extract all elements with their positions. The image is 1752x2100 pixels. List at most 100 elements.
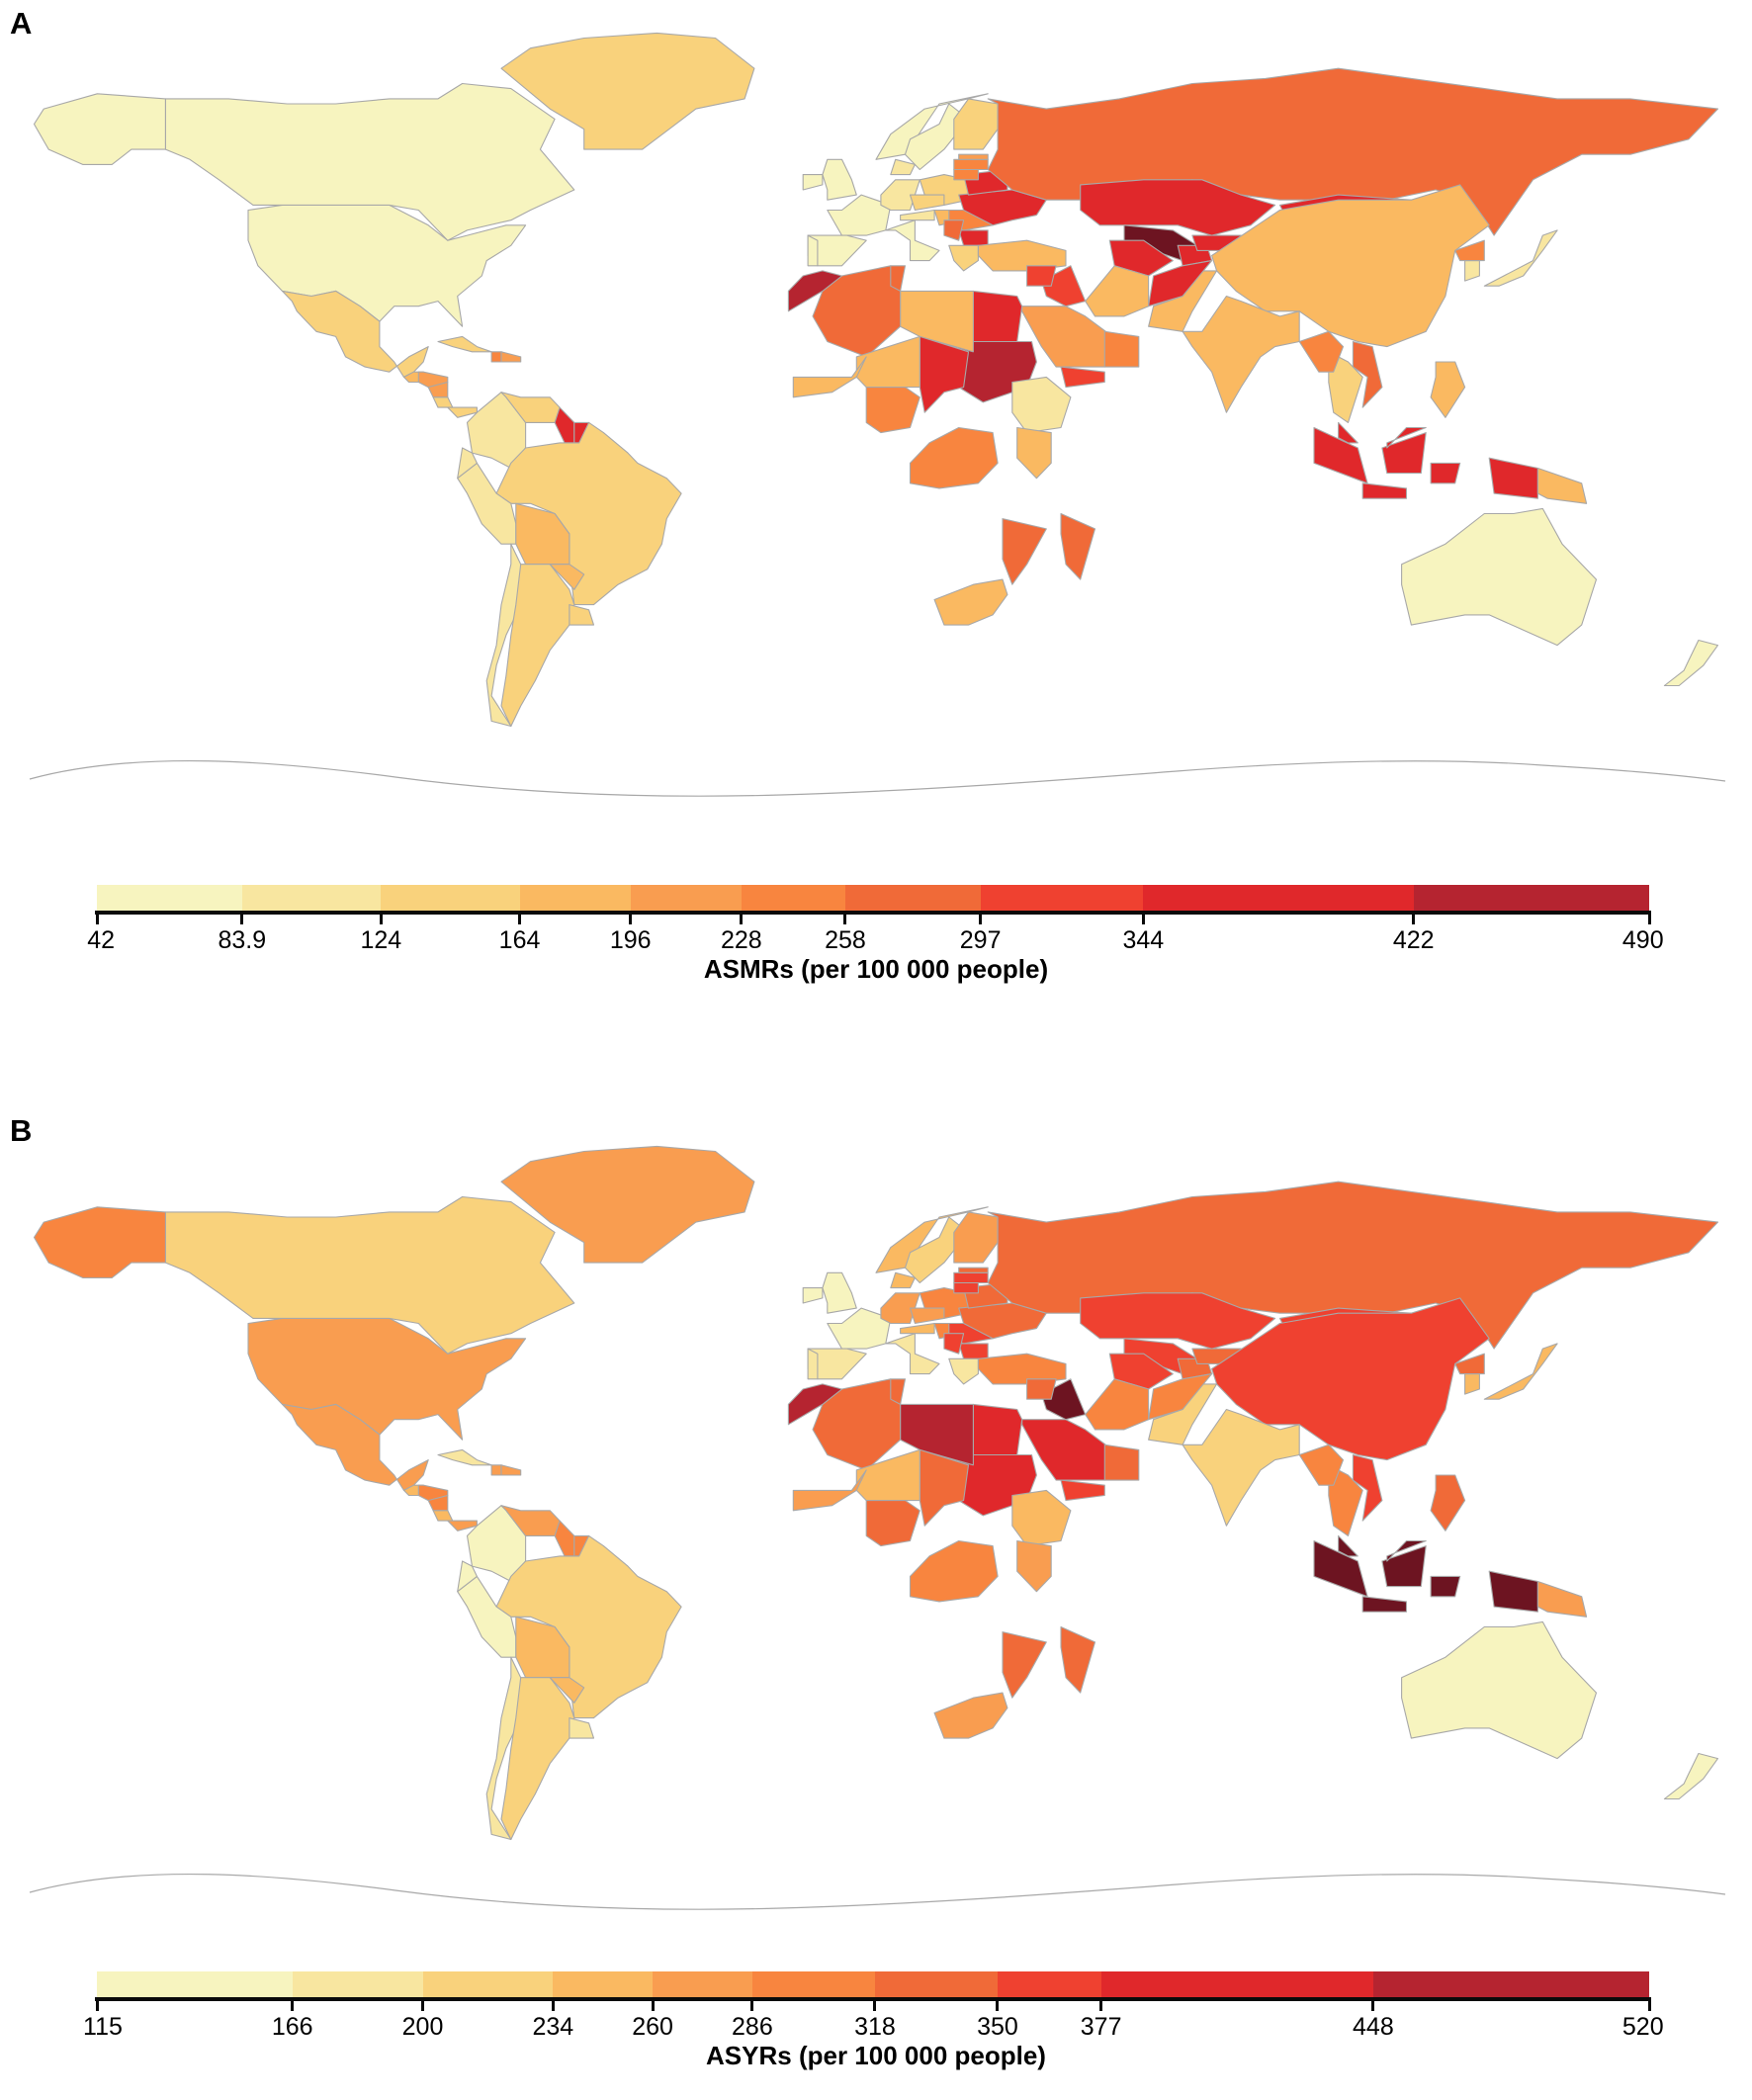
country-region [438, 1449, 491, 1464]
colorbar-segment [653, 1971, 752, 1997]
colorbar-tick-label: 318 [854, 2015, 896, 2040]
colorbar-tick [979, 911, 982, 924]
world-map-asyr [0, 1131, 1752, 1991]
country-region [934, 1693, 1007, 1738]
country-region [1012, 377, 1071, 432]
country-region [803, 1288, 823, 1303]
country-region [973, 291, 1021, 341]
country-region [438, 336, 491, 351]
colorbar-tick-label: 124 [361, 928, 402, 953]
colorbar-tick [629, 911, 632, 924]
colorbar-segment [998, 1971, 1101, 1997]
colorbar-a-baseline [95, 911, 1651, 915]
country-region [901, 1324, 935, 1334]
map-a-svg [0, 18, 1752, 878]
country-region [901, 211, 935, 220]
country-region [891, 1379, 906, 1405]
colorbar-segment [1101, 1971, 1373, 1997]
country-region [448, 1521, 478, 1531]
colorbar-tick-label: 234 [532, 2015, 573, 2040]
country-region [569, 605, 594, 626]
colorbar-tick-label: 377 [1081, 2015, 1122, 2040]
country-region [866, 1501, 920, 1546]
map-a-country-layer [35, 33, 1718, 726]
country-region [954, 1272, 988, 1282]
colorbar-tick-label: 260 [632, 2015, 673, 2040]
world-map-asmr [0, 18, 1752, 878]
colorbar-tick [240, 911, 243, 924]
country-region [949, 245, 979, 271]
colorbar-tick [421, 1997, 424, 2011]
colorbar-tick [843, 911, 846, 924]
colorbar-tick-label: 166 [272, 2015, 313, 2040]
country-region [959, 230, 989, 245]
country-region [1086, 1379, 1149, 1430]
colorbar-segment [423, 1971, 554, 1997]
colorbar-tick-label: 297 [960, 928, 1002, 953]
country-region [1465, 1374, 1480, 1395]
country-region [35, 1207, 166, 1278]
colorbar-segment [293, 1971, 423, 1997]
map-b-svg [0, 1131, 1752, 1991]
colorbar-segment [553, 1971, 653, 1997]
country-region [1012, 1490, 1071, 1545]
colorbar-tick [996, 1997, 999, 2011]
colorbar-segment [1414, 885, 1649, 911]
country-region [1402, 508, 1597, 645]
country-region [1086, 266, 1149, 316]
colorbar-b-axis-title: ASYRs (per 100 000 people) [0, 2043, 1752, 2068]
colorbar-segment [97, 1971, 293, 1997]
country-region [1484, 230, 1557, 286]
country-region [891, 1272, 916, 1287]
colorbar-tick-label: 196 [610, 928, 652, 953]
country-region [866, 388, 920, 433]
country-region [1183, 1410, 1299, 1527]
country-region [1061, 367, 1104, 388]
colorbar-segment [631, 885, 742, 911]
country-region [959, 154, 989, 159]
colorbar-segment [742, 885, 845, 911]
colorbar-tick-label: 490 [1622, 928, 1664, 953]
colorbar-tick-label: 286 [732, 2015, 773, 2040]
country-region [954, 1283, 979, 1293]
country-region [808, 1349, 818, 1379]
antarctica-coastline-b [30, 1875, 1725, 1910]
country-region [808, 235, 818, 266]
country-region [1104, 1444, 1139, 1480]
country-region [555, 1521, 574, 1556]
colorbar-tick [1648, 1997, 1651, 2011]
colorbar-segment [520, 885, 631, 911]
colorbar-tick [873, 1997, 876, 2011]
colorbar-segment [1373, 1971, 1649, 1997]
colorbar-tick [518, 911, 521, 924]
country-region [911, 428, 999, 488]
country-region [949, 1358, 979, 1384]
country-region [1664, 1754, 1717, 1799]
colorbar-tick-label: 350 [977, 2015, 1018, 2040]
country-region [911, 1541, 999, 1602]
colorbar-tick-label: 344 [1122, 928, 1164, 953]
country-region [886, 1334, 939, 1374]
country-region [793, 1470, 866, 1511]
country-region [1183, 297, 1299, 413]
country-region [1027, 1379, 1057, 1399]
map-b-country-layer [35, 1146, 1718, 1839]
country-region [433, 397, 453, 407]
antarctica-coastline-a [30, 761, 1725, 797]
country-region [1003, 519, 1046, 585]
country-region [1027, 266, 1057, 286]
colorbar-tick [1142, 911, 1145, 924]
colorbar-a-axis-title: ASMRs (per 100 000 people) [0, 956, 1752, 982]
colorbar-tick [552, 1997, 555, 2011]
country-region [954, 170, 979, 180]
country-region [1003, 1632, 1046, 1699]
country-region [569, 1718, 594, 1739]
country-region [911, 195, 944, 210]
colorbar-segment [97, 885, 242, 911]
country-region [1484, 1344, 1557, 1399]
colorbar-segment [875, 1971, 998, 1997]
country-region [891, 159, 916, 174]
country-region [1061, 514, 1095, 580]
country-region [1017, 428, 1052, 479]
